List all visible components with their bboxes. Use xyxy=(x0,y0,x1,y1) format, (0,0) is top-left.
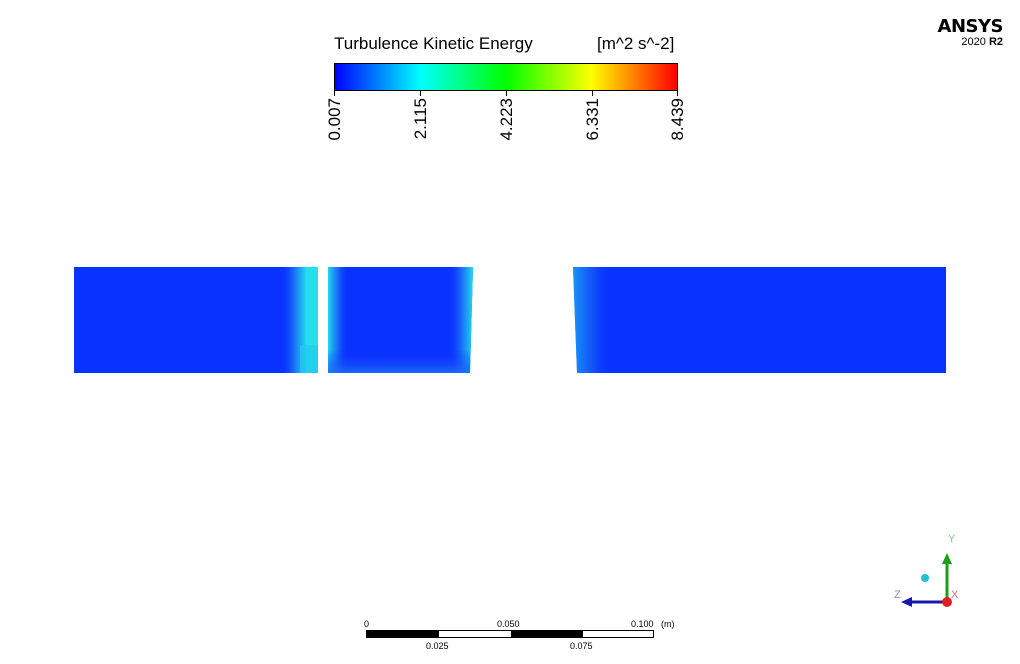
logo-name: ANSYS xyxy=(937,16,1004,37)
scale-segment xyxy=(439,631,511,637)
scale-label: 0.075 xyxy=(570,641,593,651)
logo-version: 2020 xyxy=(961,36,986,48)
rotation-center-dot xyxy=(921,574,929,582)
legend-tick xyxy=(592,90,593,96)
scale-segment xyxy=(583,631,653,637)
legend-tick xyxy=(677,90,678,96)
scale-label: 0.050 xyxy=(497,619,520,629)
legend-unit: [m^2 s^-2] xyxy=(597,34,675,53)
y-arrow-head xyxy=(942,553,952,564)
legend-tick xyxy=(506,90,507,96)
scale-unit: (m) xyxy=(661,619,675,629)
legend-colorbar xyxy=(334,63,678,91)
contour-region-left xyxy=(74,267,318,373)
scale-segment xyxy=(367,631,439,637)
x-axis-label: X xyxy=(951,589,959,601)
legend-tick xyxy=(420,90,421,96)
scale-label: 0.025 xyxy=(426,641,449,651)
z-arrow-head xyxy=(901,597,912,607)
contour-region-right xyxy=(573,267,946,373)
legend-tick xyxy=(334,90,335,96)
z-axis-label: Z xyxy=(894,589,901,601)
scale-label: 0.100 xyxy=(631,619,654,629)
contour-region-middle xyxy=(328,267,473,373)
axis-triad[interactable] xyxy=(901,553,952,607)
logo-release: R2 xyxy=(988,36,1003,48)
scale-segment xyxy=(511,631,583,637)
legend-title: Turbulence Kinetic Energy xyxy=(334,34,533,53)
scale-bar xyxy=(366,630,654,638)
x-axis-dot xyxy=(942,597,952,607)
scale-label: 0 xyxy=(364,619,370,629)
ansys-logo: ANSYS 2020 R2 xyxy=(937,16,1004,49)
y-axis-label: Y xyxy=(948,533,956,545)
